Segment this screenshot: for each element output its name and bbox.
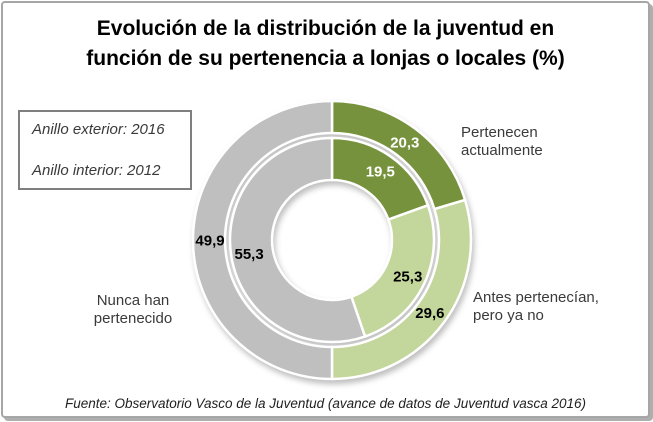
ring-2012-segment-1 [350, 204, 436, 338]
category-label-pertenecen-actualmente: Pertenecen actualmente [461, 124, 543, 159]
value-label-ring-2016-segment-0: 20,3 [390, 134, 419, 151]
chart-title: Evolución de la distribución de la juven… [3, 14, 648, 74]
chart-title-line-1: Evolución de la distribución de la juven… [96, 17, 555, 40]
value-label-ring-2012-segment-0: 19,5 [366, 163, 395, 180]
ring-2016-segment-2 [191, 99, 334, 381]
value-label-ring-2012-segment-1: 25,3 [393, 269, 422, 286]
ring-2012-segment-2 [228, 136, 367, 344]
legend-outer-ring-label: Anillo exterior: 2016 [32, 121, 165, 138]
category-label-nunca-han-pertenecido: Nunca han pertenecido [93, 292, 173, 327]
value-label-ring-2016-segment-1: 29,6 [415, 305, 444, 322]
legend-inner-ring-label: Anillo interior: 2012 [32, 162, 161, 179]
legend-box: Anillo exterior: 2016 Anillo interior: 2… [18, 110, 192, 190]
chart-title-line-2: función de su pertenencia a lonjas o loc… [86, 47, 565, 70]
donut-chart: 20,3 29,6 49,9 19,5 25,3 55,3 [191, 99, 473, 381]
source-caption: Fuente: Observatorio Vasco de la Juventu… [64, 396, 587, 411]
value-label-ring-2016-segment-2: 49,9 [195, 232, 224, 249]
value-label-ring-2012-segment-2: 55,3 [234, 246, 263, 263]
category-label-antes-pertenecian: Antes pertenecían, pero ya no [473, 289, 599, 324]
